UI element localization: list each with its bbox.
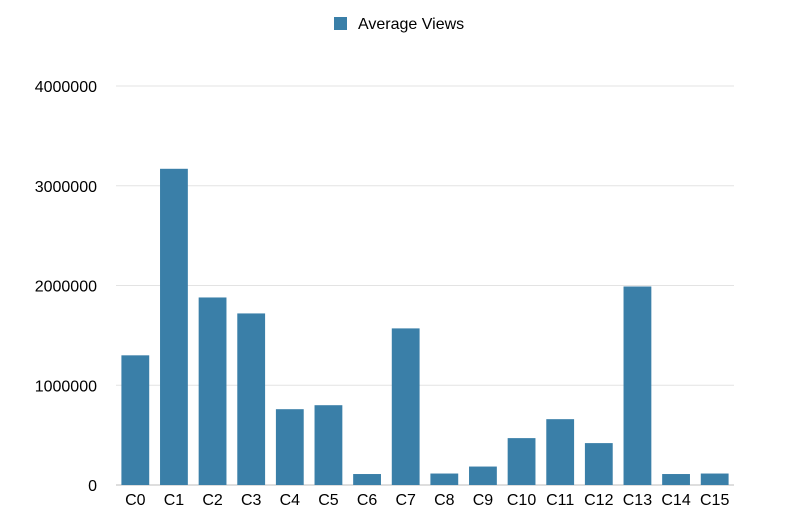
legend-label: Average Views [358,16,464,33]
x-tick-label: C13 [623,492,652,509]
bar-c14 [662,474,690,485]
bar-c2 [198,297,227,485]
bar-c13 [623,286,652,485]
x-tick-label: C5 [318,492,339,509]
bars [121,168,729,486]
y-tick-label: 2000000 [35,279,97,296]
y-tick-label: 1000000 [35,378,97,395]
bar-c12 [584,443,613,485]
x-tick-label: C9 [473,492,494,509]
x-tick-label: C3 [241,492,262,509]
bar-c0 [121,355,150,485]
bar-c4 [275,409,304,485]
x-tick-label: C7 [395,492,416,509]
x-tick-label: C14 [661,492,690,509]
y-axis-ticks: 0 1000000 2000000 3000000 4000000 [35,79,97,495]
y-tick-label: 4000000 [35,79,97,96]
bar-c8 [430,473,459,485]
bar-c10 [507,438,536,485]
x-tick-label: C10 [507,492,536,509]
legend-swatch [334,17,347,30]
x-tick-label: C1 [164,492,185,509]
bar-c3 [237,313,266,485]
bar-c7 [391,328,420,485]
x-tick-label: C8 [434,492,455,509]
bar-c6 [353,474,381,485]
bar-c15 [700,473,729,485]
bar-c5 [314,405,343,485]
x-tick-label: C2 [202,492,223,509]
y-tick-label: 0 [88,478,97,495]
x-tick-label: C11 [546,492,574,509]
x-tick-label: C6 [357,492,378,509]
x-tick-label: C0 [125,492,146,509]
x-tick-label: C12 [584,492,613,509]
bar-c1 [160,168,188,486]
bar-c11 [546,419,575,485]
legend: Average Views [334,16,464,33]
bar-c9 [469,466,497,485]
x-tick-label: C15 [700,492,729,509]
x-axis-ticks: C0 C1 C2 C3 C4 C5 C6 C7 C8 C9 C10 C11 C12 C13 C14 C15 [125,492,729,509]
x-tick-label: C4 [280,492,301,509]
y-tick-label: 3000000 [35,179,97,196]
